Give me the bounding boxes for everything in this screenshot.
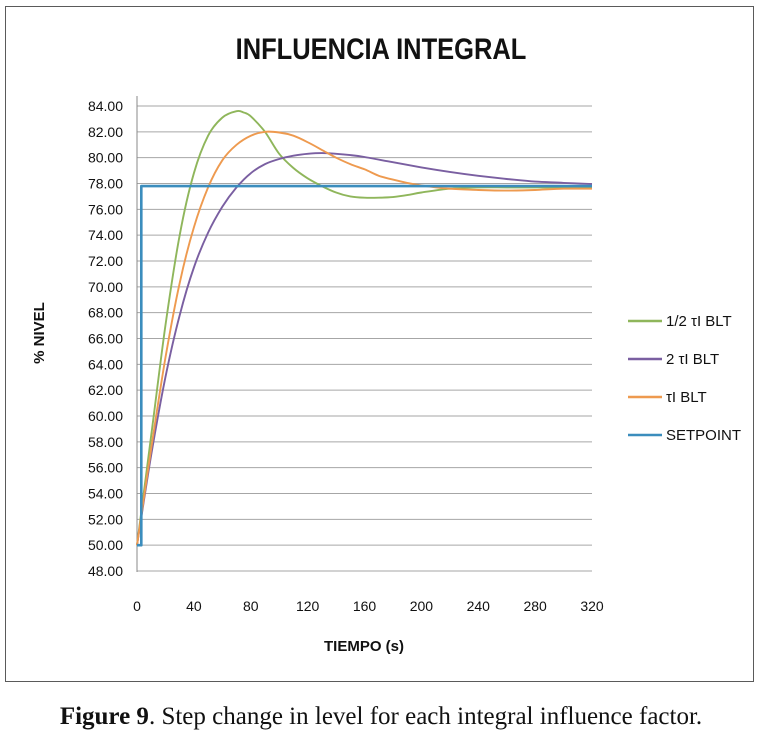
chart-title: INFLUENCIA INTEGRAL — [236, 32, 527, 65]
series-line-2-i-blt — [136, 152, 593, 546]
x-tick-label: 80 — [243, 598, 259, 614]
x-tick-label: 280 — [523, 598, 547, 614]
y-tick-labels: 48.00 50.00 52.00 54.00 56.00 58.00 60.00 62.00… — [88, 98, 123, 579]
y-tick-label: 72.00 — [88, 253, 123, 269]
y-tick-label: 62.00 — [88, 382, 123, 398]
legend: 1/2 τI BLT 2 τI BLT τI BLT SETPOINT — [628, 313, 741, 444]
x-tick-label: 40 — [186, 598, 202, 614]
x-tick-label: 120 — [296, 598, 320, 614]
legend-label: τI BLT — [666, 389, 707, 406]
legend-label: SETPOINT — [666, 427, 741, 444]
x-axis-label: TIEMPO (s) — [324, 638, 404, 655]
y-tick-label: 70.00 — [88, 279, 123, 295]
y-tick-label: 54.00 — [88, 486, 123, 502]
figure-caption: Figure 9. Step change in level for each … — [0, 703, 762, 731]
series-lines — [136, 109, 593, 547]
x-tick-label: 0 — [133, 598, 141, 614]
y-axis-label: % NIVEL — [31, 302, 48, 364]
y-tick-label: 50.00 — [88, 537, 123, 553]
x-tick-label: 240 — [467, 598, 491, 614]
x-tick-label: 160 — [353, 598, 377, 614]
line-chart: INFLUENCIA INTEGRAL 48.00 50.00 52.00 54.00… — [31, 32, 741, 655]
gridlines — [137, 105, 592, 572]
y-tick-label: 48.00 — [88, 563, 123, 579]
y-tick-label: 58.00 — [88, 434, 123, 450]
figure-caption-text: . Step change in level for each integral… — [148, 703, 703, 730]
y-tick-label: 60.00 — [88, 408, 123, 424]
chart-frame — [5, 6, 754, 682]
y-tick-label: 82.00 — [88, 124, 123, 140]
legend-label: 1/2 τI BLT — [666, 313, 732, 330]
y-tick-label: 52.00 — [88, 511, 123, 527]
y-tick-label: 74.00 — [88, 227, 123, 243]
y-tick-label: 78.00 — [88, 176, 123, 192]
y-tick-label: 56.00 — [88, 460, 123, 476]
legend-label: 2 τI BLT — [666, 351, 719, 368]
x-tick-label: 200 — [410, 598, 434, 614]
y-tick-label: 68.00 — [88, 305, 123, 321]
x-tick-labels: 0 40 80 120 160 200 240 280 320 — [133, 598, 604, 614]
y-tick-label: 66.00 — [88, 331, 123, 347]
series-line-i-blt — [136, 130, 593, 546]
series-line-setpoint — [137, 184, 592, 547]
y-tick-label: 76.00 — [88, 201, 123, 217]
y-tick-label: 84.00 — [88, 98, 123, 114]
y-tick-label: 80.00 — [88, 150, 123, 166]
y-tick-label: 64.00 — [88, 356, 123, 372]
figure-caption-label: Figure 9 — [59, 703, 149, 730]
series-line-1-2-i-blt — [136, 109, 592, 546]
x-tick-label: 320 — [580, 598, 604, 614]
